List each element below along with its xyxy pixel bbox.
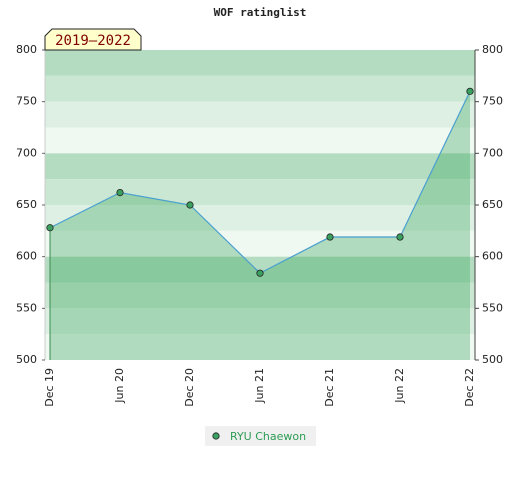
- x-tick-label: Dec 22: [463, 368, 476, 407]
- badge: 2019–2022: [55, 33, 131, 49]
- band: [45, 153, 475, 180]
- y-tick-label: 550: [16, 301, 37, 314]
- legend-marker: [212, 432, 220, 440]
- y-tick-label: 750: [16, 95, 37, 108]
- point: [256, 269, 264, 277]
- y2-tick-label: 600: [482, 250, 503, 263]
- point: [396, 233, 404, 241]
- legend-label: RYU Chaewon: [230, 430, 306, 443]
- point: [46, 224, 54, 232]
- y2-tick-label: 700: [482, 146, 503, 159]
- band: [45, 256, 475, 283]
- point: [326, 233, 334, 241]
- point: [116, 189, 124, 197]
- band: [45, 334, 475, 360]
- band: [45, 101, 475, 128]
- x-tick-label: Dec 20: [183, 368, 196, 407]
- band: [45, 230, 475, 257]
- badge-box: [44, 28, 142, 51]
- y-tick-label: 600: [16, 250, 37, 263]
- x-tick-label: Jun 21: [253, 368, 266, 404]
- band: [45, 50, 475, 76]
- y-tick-label: 500: [16, 353, 37, 366]
- band: [45, 75, 475, 102]
- plot-background: [44, 50, 475, 360]
- x-tick-label: Jun 20: [113, 368, 126, 404]
- band: [45, 127, 475, 154]
- point: [186, 201, 194, 209]
- band: [45, 205, 475, 231]
- plot: [42, 49, 479, 361]
- y-tick-label: 650: [16, 198, 37, 211]
- point: [466, 87, 474, 95]
- band: [45, 308, 475, 335]
- y-tick-label: 800: [16, 43, 37, 56]
- legend-box: [205, 426, 316, 446]
- y2-tick-label: 650: [482, 198, 503, 211]
- x-tick-label: Dec 19: [43, 368, 56, 407]
- y2-tick-label: 550: [482, 301, 503, 314]
- y2-tick-label: 750: [482, 95, 503, 108]
- area: [50, 91, 470, 360]
- x-tick-label: Jun 22: [393, 368, 406, 404]
- y-tick-label: 700: [16, 146, 37, 159]
- y2-tick-label: 800: [482, 43, 503, 56]
- y2-tick-label: 500: [482, 353, 503, 366]
- x-tick-label: Dec 21: [323, 368, 336, 407]
- chart-title: WOF ratinglist: [214, 6, 307, 19]
- band: [45, 282, 475, 309]
